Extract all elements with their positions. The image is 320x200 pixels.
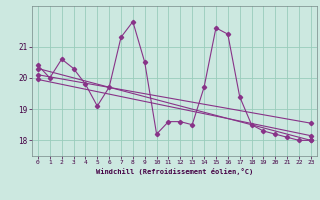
X-axis label: Windchill (Refroidissement éolien,°C): Windchill (Refroidissement éolien,°C)	[96, 168, 253, 175]
